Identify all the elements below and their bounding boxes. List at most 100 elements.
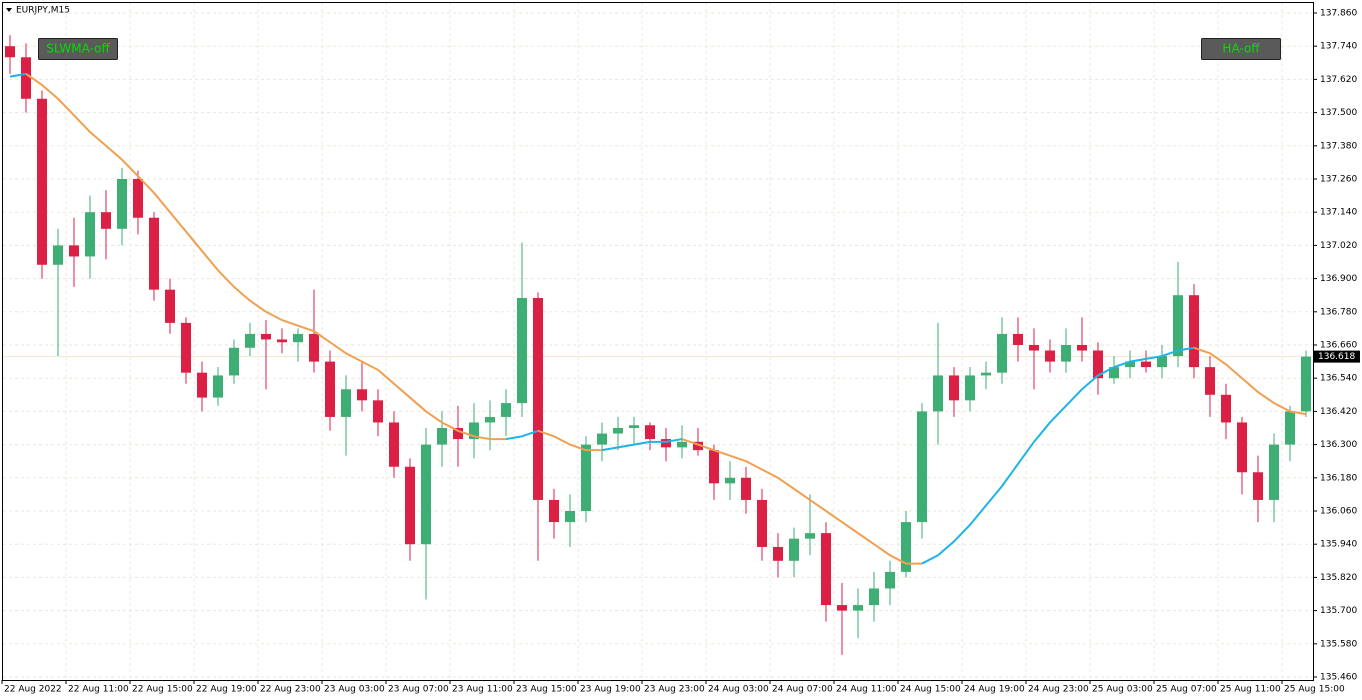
y-tick-label: 135.940 [1320,540,1357,550]
candle-body [1253,472,1263,500]
y-tick-label: 135.460 [1320,673,1357,683]
symbol-menu-arrow[interactable] [6,8,12,12]
y-tick-label: 135.700 [1320,606,1357,616]
candle-body [405,466,415,545]
candle-body [869,588,879,606]
candle-body [389,422,399,467]
candle-body [1125,361,1135,368]
candle-body [517,297,527,404]
moving-average-line [9,72,1195,565]
candle-body [53,245,63,265]
candle-body [1301,356,1311,412]
y-tick-label: 137.380 [1320,141,1357,151]
candle-body [149,217,159,290]
candle-body [1061,345,1071,362]
toggle-button-label[interactable]: SLWMA-off [46,42,110,56]
toggle-button[interactable] [38,38,118,60]
candle-body [629,425,639,428]
candle-body [501,403,511,417]
x-tick-label: 24 Aug 23:00 [1028,685,1089,695]
candle-body [949,375,959,401]
x-tick-label: 25 Aug 15:00 [1284,685,1345,695]
candle-body [709,450,719,484]
candle-body [533,297,543,500]
candle-body [853,605,863,611]
candle-body [437,428,447,445]
candle-body [181,322,191,373]
y-tick-label: 136.780 [1320,307,1357,317]
candle-body [789,538,799,561]
x-tick-label: 25 Aug 07:00 [1156,685,1217,695]
candle-body [325,361,335,417]
candle-body [1077,345,1087,351]
toggle-button[interactable] [1201,38,1281,60]
candle-body [229,347,239,376]
candle-body [101,212,111,229]
candle-body [1189,295,1199,368]
candle-body [773,546,783,561]
plot-frame [2,2,1314,681]
candle-body [693,441,703,451]
candle-body [485,416,495,423]
buttons: SLWMA-off HA-off [38,38,1281,60]
candle-body [581,444,591,511]
x-tick-label: 25 Aug 03:00 [1092,685,1153,695]
candle-body [677,441,687,448]
x-tick-label: 24 Aug 11:00 [836,685,897,695]
y-tick-label: 136.900 [1320,274,1357,284]
y-tick-label: 137.020 [1320,241,1357,251]
candle-body [741,477,751,500]
candle-body [917,411,927,523]
candle-body [245,333,255,348]
candle-body [613,428,623,434]
candle-body [1173,295,1183,357]
moving-average-line [25,73,1307,565]
x-tick-label: 23 Aug 19:00 [580,685,641,695]
x-tick-label: 24 Aug 15:00 [900,685,961,695]
candle-body [821,533,831,606]
y-tick-label: 137.740 [1320,42,1357,52]
x-tick-label: 24 Aug 19:00 [964,685,1025,695]
candle-body [997,333,1007,373]
x-tick-label: 24 Aug 07:00 [772,685,833,695]
candle-body [21,57,31,99]
y-tick-label: 136.060 [1320,507,1357,517]
candle-body [85,212,95,257]
candle-body [165,289,175,323]
candle-body [117,179,127,229]
x-tick-label: 22 Aug 19:00 [196,685,257,695]
candle-body [1205,367,1215,395]
candle-body [309,333,319,362]
candle-body [277,339,287,343]
candle-body [341,389,351,417]
x-tick-label: 25 Aug 11:00 [1220,685,1281,695]
candle-body [1109,367,1119,379]
x-tick-label: 23 Aug 23:00 [644,685,705,695]
candle-body [597,433,607,445]
candle-body [981,372,991,376]
candle-body [293,333,303,343]
candle-body [805,533,815,539]
y-tick-label: 137.500 [1320,108,1357,118]
candle-body [357,389,367,401]
candle-body [965,375,975,401]
x-tick-label: 22 Aug 11:00 [68,685,129,695]
y-tick-label: 137.860 [1320,9,1357,19]
x-tick-label: 23 Aug 11:00 [452,685,513,695]
candle-body [837,605,847,611]
chart-title: EURJPY,M15 [16,6,70,16]
candle-body [549,499,559,523]
x-tick-label: 22 Aug 23:00 [260,685,321,695]
y-tick-label: 136.180 [1320,473,1357,483]
candle-body [469,422,479,440]
x-tick-label: 22 Aug 2022 [4,685,62,695]
x-tick-label: 23 Aug 03:00 [324,685,385,695]
candle-body [661,439,671,448]
y-tick-label: 136.540 [1320,374,1357,384]
x-tick-label: 23 Aug 15:00 [516,685,577,695]
candle-body [373,400,383,423]
toggle-button-label[interactable]: HA-off [1222,42,1260,56]
y-tick-label: 136.300 [1320,440,1357,450]
candle-body [1141,361,1151,368]
candle-body [645,425,655,440]
